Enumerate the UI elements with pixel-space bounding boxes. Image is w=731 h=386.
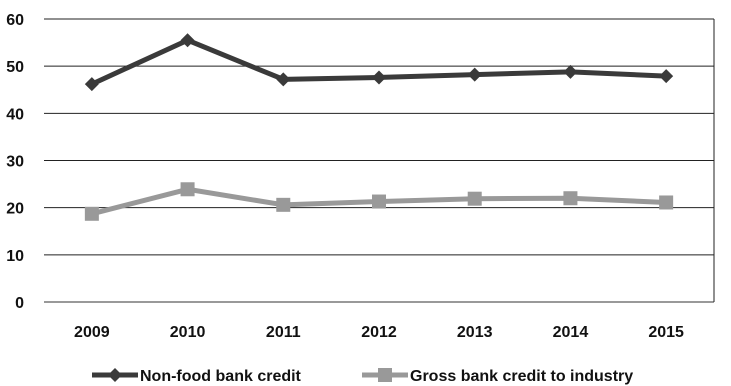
legend-item-1: Non-food bank credit xyxy=(92,368,302,385)
y-tick-label: 40 xyxy=(6,106,24,123)
data-point xyxy=(180,33,195,48)
data-point xyxy=(84,77,99,92)
data-point xyxy=(276,197,291,212)
y-tick-label: 30 xyxy=(6,154,24,171)
data-point xyxy=(84,206,99,221)
data-point xyxy=(563,191,578,206)
y-tick-label: 0 xyxy=(15,295,24,312)
legend-swatch-marker xyxy=(378,368,392,382)
y-tick-label: 50 xyxy=(6,59,24,76)
data-point xyxy=(659,69,674,84)
legend-label: Gross bank credit to industry xyxy=(410,368,633,385)
series-1 xyxy=(84,33,674,92)
data-point xyxy=(659,195,674,210)
legend-label: Non-food bank credit xyxy=(140,368,302,385)
series-2 xyxy=(84,182,674,221)
x-tick-label: 2013 xyxy=(457,324,493,341)
legend-swatch-marker xyxy=(108,368,122,382)
data-point xyxy=(467,67,482,82)
x-tick-label: 2015 xyxy=(648,324,684,341)
x-tick-label: 2009 xyxy=(74,324,110,341)
y-tick-label: 60 xyxy=(6,12,24,29)
x-tick-label: 2014 xyxy=(553,324,589,341)
legend: Non-food bank credit Gross bank credit to… xyxy=(92,368,633,385)
y-tick-label: 20 xyxy=(6,201,24,218)
data-point xyxy=(467,191,482,206)
legend-item-2: Gross bank credit to industry xyxy=(362,368,633,385)
data-point xyxy=(180,182,195,197)
x-tick-label: 2012 xyxy=(361,324,397,341)
y-tick-label: 10 xyxy=(6,248,24,265)
x-tick-label: 2011 xyxy=(266,324,301,341)
x-axis: 2009 2010 2011 2012 2013 2014 2015 xyxy=(74,324,684,341)
x-tick-label: 2010 xyxy=(170,324,206,341)
y-axis: 0 10 20 30 40 50 60 xyxy=(6,12,24,312)
data-point xyxy=(276,72,291,87)
data-point xyxy=(372,70,386,85)
data-point xyxy=(372,194,386,209)
series-group xyxy=(84,33,674,221)
data-point xyxy=(563,64,578,79)
